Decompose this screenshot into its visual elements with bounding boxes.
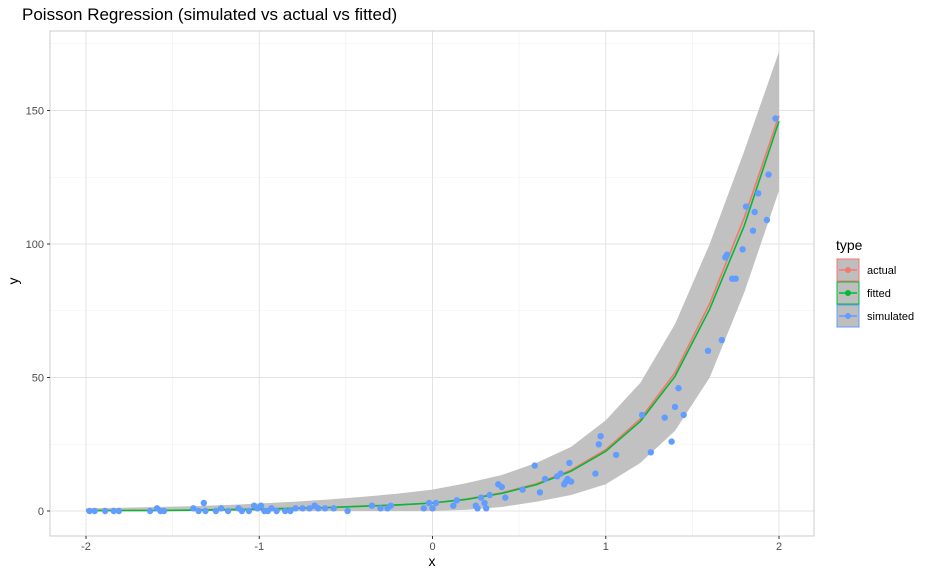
x-axis-title: x — [429, 553, 436, 569]
data-point-simulated — [287, 507, 294, 515]
data-point-simulated — [190, 505, 197, 512]
data-point-simulated — [321, 505, 329, 512]
data-point-simulated — [595, 441, 602, 448]
simulated-points — [86, 115, 779, 515]
data-point-simulated — [477, 494, 485, 501]
data-point-simulated — [282, 507, 289, 515]
data-point-simulated — [387, 502, 395, 509]
data-point-simulated — [675, 385, 682, 392]
data-point-simulated — [671, 403, 679, 411]
data-point-simulated — [224, 507, 232, 515]
data-point-simulated — [420, 505, 427, 512]
legend-label-actual: actual — [867, 265, 896, 277]
data-point-simulated — [502, 494, 509, 501]
data-point-simulated — [772, 115, 779, 122]
data-point-simulated — [749, 227, 757, 234]
y-tick-label: 0 — [38, 506, 44, 518]
data-point-simulated — [531, 462, 538, 469]
data-point-simulated — [344, 507, 351, 515]
y-tick-label: 50 — [32, 373, 44, 385]
data-point-simulated — [765, 171, 772, 178]
x-tick-label: 1 — [603, 541, 609, 553]
data-point-simulated — [668, 438, 675, 445]
data-point-simulated — [536, 489, 544, 496]
data-point-simulated — [567, 478, 575, 485]
data-point-simulated — [268, 505, 275, 512]
data-point-simulated — [597, 433, 604, 440]
data-point-simulated — [146, 507, 154, 515]
data-point-simulated — [751, 208, 758, 216]
data-point-simulated — [638, 411, 646, 419]
data-point-simulated — [483, 505, 490, 512]
data-point-simulated — [202, 507, 209, 515]
data-point-simulated — [299, 505, 306, 512]
data-point-simulated — [486, 491, 493, 499]
x-tick-label: 2 — [776, 541, 782, 553]
data-point-simulated — [315, 505, 322, 512]
y-axis-title: y — [5, 278, 21, 285]
data-point-simulated — [101, 507, 109, 515]
data-point-simulated — [368, 502, 376, 509]
data-point-simulated — [86, 507, 93, 515]
data-point-simulated — [453, 497, 460, 504]
data-point-simulated — [306, 505, 313, 512]
data-point-simulated — [498, 483, 505, 491]
x-axis-ticks: -2 -1 0 1 2 — [81, 536, 782, 553]
data-point-simulated — [661, 414, 668, 421]
y-tick-label: 150 — [26, 106, 44, 118]
data-point-simulated — [592, 470, 599, 477]
x-tick-label: 0 — [429, 541, 435, 553]
data-point-simulated — [273, 507, 280, 515]
data-point-simulated — [718, 336, 725, 344]
data-point-simulated — [519, 486, 526, 493]
legend-key-point-fitted — [845, 290, 851, 296]
y-axis-ticks: 0 50 100 150 — [26, 106, 50, 518]
data-point-simulated — [115, 507, 123, 515]
data-point-simulated — [245, 507, 253, 515]
data-point-simulated — [200, 499, 207, 507]
data-point-simulated — [704, 347, 712, 354]
data-point-simulated — [557, 470, 564, 477]
x-tick-label: -2 — [81, 541, 91, 553]
y-tick-label: 100 — [26, 239, 44, 251]
data-point-simulated — [377, 505, 384, 512]
legend: type actual fitted simulated — [836, 237, 914, 328]
x-tick-label: -1 — [254, 541, 264, 553]
data-point-simulated — [739, 246, 746, 253]
data-point-simulated — [763, 216, 771, 224]
data-point-simulated — [257, 502, 265, 509]
data-point-simulated — [217, 505, 225, 512]
data-point-simulated — [195, 507, 202, 515]
legend-label-simulated: simulated — [867, 311, 914, 323]
data-point-simulated — [330, 505, 337, 512]
legend-key-point-simulated — [845, 313, 851, 319]
data-point-simulated — [110, 507, 117, 515]
chart-title: Poisson Regression (simulated vs actual … — [22, 5, 397, 24]
data-point-simulated — [612, 451, 620, 459]
data-point-simulated — [755, 190, 762, 197]
legend-title: type — [836, 237, 863, 253]
data-point-simulated — [723, 251, 731, 258]
data-point-simulated — [742, 203, 750, 210]
data-point-simulated — [238, 507, 246, 515]
data-point-simulated — [160, 507, 168, 515]
data-point-simulated — [292, 505, 299, 512]
legend-label-fitted: fitted — [867, 288, 891, 300]
data-point-simulated — [481, 499, 488, 507]
data-point-simulated — [474, 505, 481, 512]
data-point-simulated — [432, 499, 440, 507]
data-point-simulated — [91, 507, 98, 515]
data-point-simulated — [212, 507, 220, 515]
data-point-simulated — [566, 459, 573, 467]
data-point-simulated — [732, 275, 739, 282]
data-point-simulated — [429, 505, 436, 512]
data-point-simulated — [647, 449, 654, 456]
data-point-simulated — [425, 499, 433, 507]
data-point-simulated — [541, 475, 549, 483]
legend-key-point-actual — [845, 267, 851, 273]
data-point-simulated — [680, 411, 687, 419]
data-point-simulated — [450, 502, 457, 509]
